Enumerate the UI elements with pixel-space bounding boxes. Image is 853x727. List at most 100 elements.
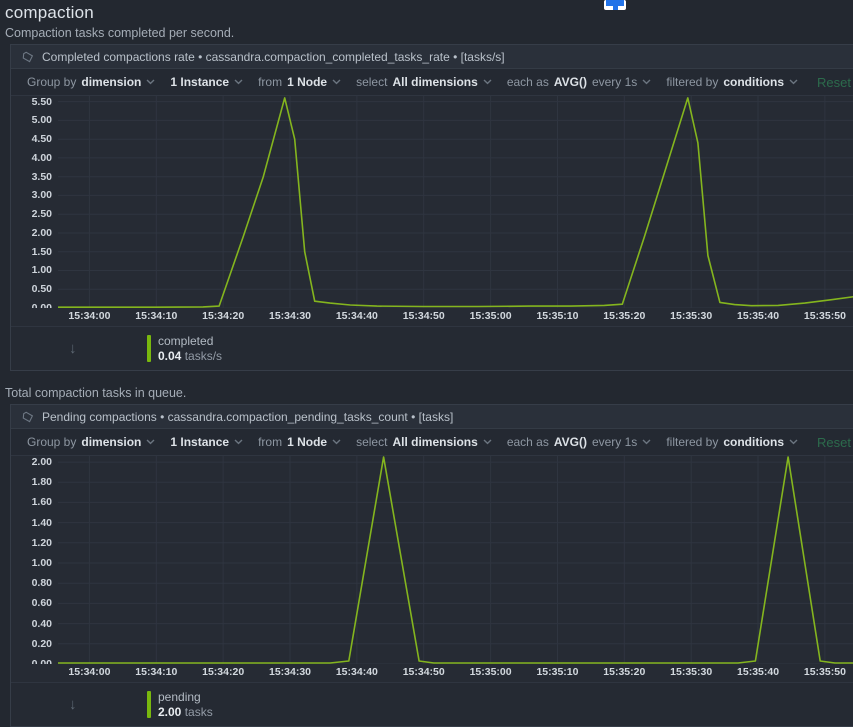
x-axis-tick: 15:35:00 <box>469 310 512 322</box>
chart-title-text: Pending compactions • cassandra.compacti… <box>42 409 454 424</box>
legend-dimension-pending[interactable]: pending 2.00 tasks <box>147 690 213 720</box>
x-axis-tick: 15:35:10 <box>536 310 579 322</box>
page-title: compaction <box>5 3 94 22</box>
dropdown-value: 1 Node <box>287 435 328 449</box>
line-chart-pending[interactable] <box>58 456 853 664</box>
tag-icon <box>22 411 34 422</box>
chevron-down-icon <box>789 439 798 445</box>
section-subtitle-completed: Compaction tasks completed per second. <box>5 26 235 40</box>
chevron-down-icon <box>642 439 651 445</box>
dropdown-prefix: from <box>258 75 283 89</box>
x-axis-tick: 15:35:50 <box>803 310 846 322</box>
line-chart-completed[interactable] <box>58 96 853 308</box>
dropdown-prefix: each as <box>506 435 549 449</box>
y-axis: 2.00 1.80 1.60 1.40 1.20 1.00 0.80 0.60 0.40 0.20… <box>11 456 58 670</box>
dimension-name: completed <box>158 333 214 348</box>
x-axis-tick: 15:34:50 <box>402 310 445 322</box>
chart-toolbar: Group by dimension 1 Instance from 1 Node sel… <box>11 69 853 96</box>
y-axis-tick: 0.80 <box>31 577 52 590</box>
y-axis-tick: 4.00 <box>31 151 52 164</box>
dropdown-prefix: select <box>356 435 388 449</box>
dropdown-value: AVG() <box>553 75 587 89</box>
x-axis-tick: 15:34:00 <box>68 310 111 322</box>
clipped-blue-icon-fill <box>606 0 624 6</box>
toolbar-dropdown-dimension[interactable]: Group by dimension <box>27 75 155 89</box>
chart-card-completed: Completed compactions rate • cassandra.c… <box>10 44 853 371</box>
x-axis-tick: 15:35:30 <box>670 666 713 678</box>
chart-plot-area[interactable]: 5.50 5.00 4.50 4.00 3.50 3.00 2.50 2.00 1.50 1.00… <box>11 96 853 314</box>
x-axis: 15:34:00 15:34:10 15:34:20 15:34:30 15:34:40… <box>11 308 853 326</box>
toolbar-dropdown-avg-[interactable]: each as AVG() every 1s <box>507 435 652 449</box>
dimension-value: 2.00 <box>158 704 182 719</box>
toolbar-dropdown-all-dimensions[interactable]: select All dimensions <box>356 75 492 89</box>
chevron-down-icon <box>234 439 243 445</box>
section-subtitle-pending: Total compaction tasks in queue. <box>5 386 187 400</box>
toolbar-dropdown-dimension[interactable]: Group by dimension <box>27 435 155 449</box>
y-axis-tick: 3.00 <box>31 189 52 202</box>
legend-dimension-completed[interactable]: completed 0.04 tasks/s <box>147 334 222 364</box>
dropdown-value: 1 Node <box>287 75 328 89</box>
sort-descending-icon[interactable]: ↓ <box>69 696 77 713</box>
clipped-blue-icon <box>604 0 626 10</box>
x-axis-tick: 15:35:40 <box>737 310 780 322</box>
y-axis-tick: 0.20 <box>31 637 52 650</box>
x-axis-tick: 15:35:20 <box>603 310 646 322</box>
series-line-pending <box>58 456 853 664</box>
toolbar-dropdown-conditions[interactable]: filtered by conditions <box>666 435 798 449</box>
sort-descending-icon[interactable]: ↓ <box>69 340 77 357</box>
chevron-down-icon <box>789 79 798 85</box>
dropdown-value: conditions <box>723 75 785 89</box>
x-axis-tick: 15:34:10 <box>135 666 178 678</box>
y-axis-tick: 2.50 <box>31 208 52 221</box>
y-axis: 5.50 5.00 4.50 4.00 3.50 3.00 2.50 2.00 1.50 1.00… <box>11 96 58 314</box>
toolbar-dropdown-avg-[interactable]: each as AVG() every 1s <box>507 75 652 89</box>
dropdown-value: dimension <box>81 435 142 449</box>
chevron-down-icon <box>332 439 341 445</box>
chart-title-text: Completed compactions rate • cassandra.c… <box>42 49 505 64</box>
x-axis-tick: 15:34:20 <box>202 310 245 322</box>
dropdown-prefix: each as <box>506 75 549 89</box>
dropdown-prefix: Group by <box>27 435 77 449</box>
chevron-down-icon <box>642 79 651 85</box>
x-axis-tick: 15:34:20 <box>202 666 245 678</box>
dimension-unit: tasks <box>184 704 213 719</box>
y-axis-tick: 0.50 <box>31 283 52 296</box>
chevron-down-icon <box>483 439 492 445</box>
chart-header-completed[interactable]: Completed compactions rate • cassandra.c… <box>11 45 853 69</box>
dropdown-prefix: select <box>356 75 388 89</box>
toolbar-dropdown-1-node[interactable]: from 1 Node <box>258 75 341 89</box>
dropdown-value: conditions <box>723 435 785 449</box>
dropdown-suffix: every 1s <box>591 435 638 449</box>
y-axis-tick: 1.80 <box>31 476 52 489</box>
reset-button[interactable]: Reset <box>817 74 851 90</box>
y-axis-tick: 1.00 <box>31 557 52 570</box>
dimension-color-swatch <box>147 335 151 362</box>
toolbar-dropdown-all-dimensions[interactable]: select All dimensions <box>356 435 492 449</box>
dropdown-prefix: filtered by <box>666 435 719 449</box>
chart-legend: ↓ completed 0.04 tasks/s <box>11 326 853 370</box>
x-axis-tick: 15:35:40 <box>737 666 780 678</box>
x-axis-tick: 15:34:30 <box>268 666 312 678</box>
dropdown-value: AVG() <box>553 435 587 449</box>
y-axis-tick: 1.50 <box>31 245 52 258</box>
reset-button[interactable]: Reset <box>817 434 851 450</box>
chevron-down-icon <box>146 439 155 445</box>
y-axis-tick: 3.50 <box>31 170 52 183</box>
chart-plot-area[interactable]: 2.00 1.80 1.60 1.40 1.20 1.00 0.80 0.60 0.40 0.20… <box>11 456 853 670</box>
x-axis-tick: 15:35:10 <box>536 666 579 678</box>
toolbar-dropdown-1-instance[interactable]: 1 Instance <box>170 435 243 449</box>
toolbar-dropdown-1-instance[interactable]: 1 Instance <box>170 75 243 89</box>
toolbar-dropdown-1-node[interactable]: from 1 Node <box>258 435 341 449</box>
dropdown-value: 1 Instance <box>170 75 230 89</box>
dimension-value: 0.04 <box>158 348 182 363</box>
tag-icon <box>22 51 34 62</box>
dropdown-value: dimension <box>81 75 142 89</box>
toolbar-dropdown-conditions[interactable]: filtered by conditions <box>666 75 798 89</box>
chevron-down-icon <box>332 79 341 85</box>
y-axis-tick: 5.00 <box>31 114 52 127</box>
x-axis-tick: 15:34:10 <box>135 310 178 322</box>
chevron-down-icon <box>146 79 155 85</box>
chart-legend: ↓ pending 2.00 tasks <box>11 682 853 726</box>
chart-toolbar: Group by dimension 1 Instance from 1 Node sel… <box>11 429 853 456</box>
chart-header-pending[interactable]: Pending compactions • cassandra.compacti… <box>11 405 853 429</box>
